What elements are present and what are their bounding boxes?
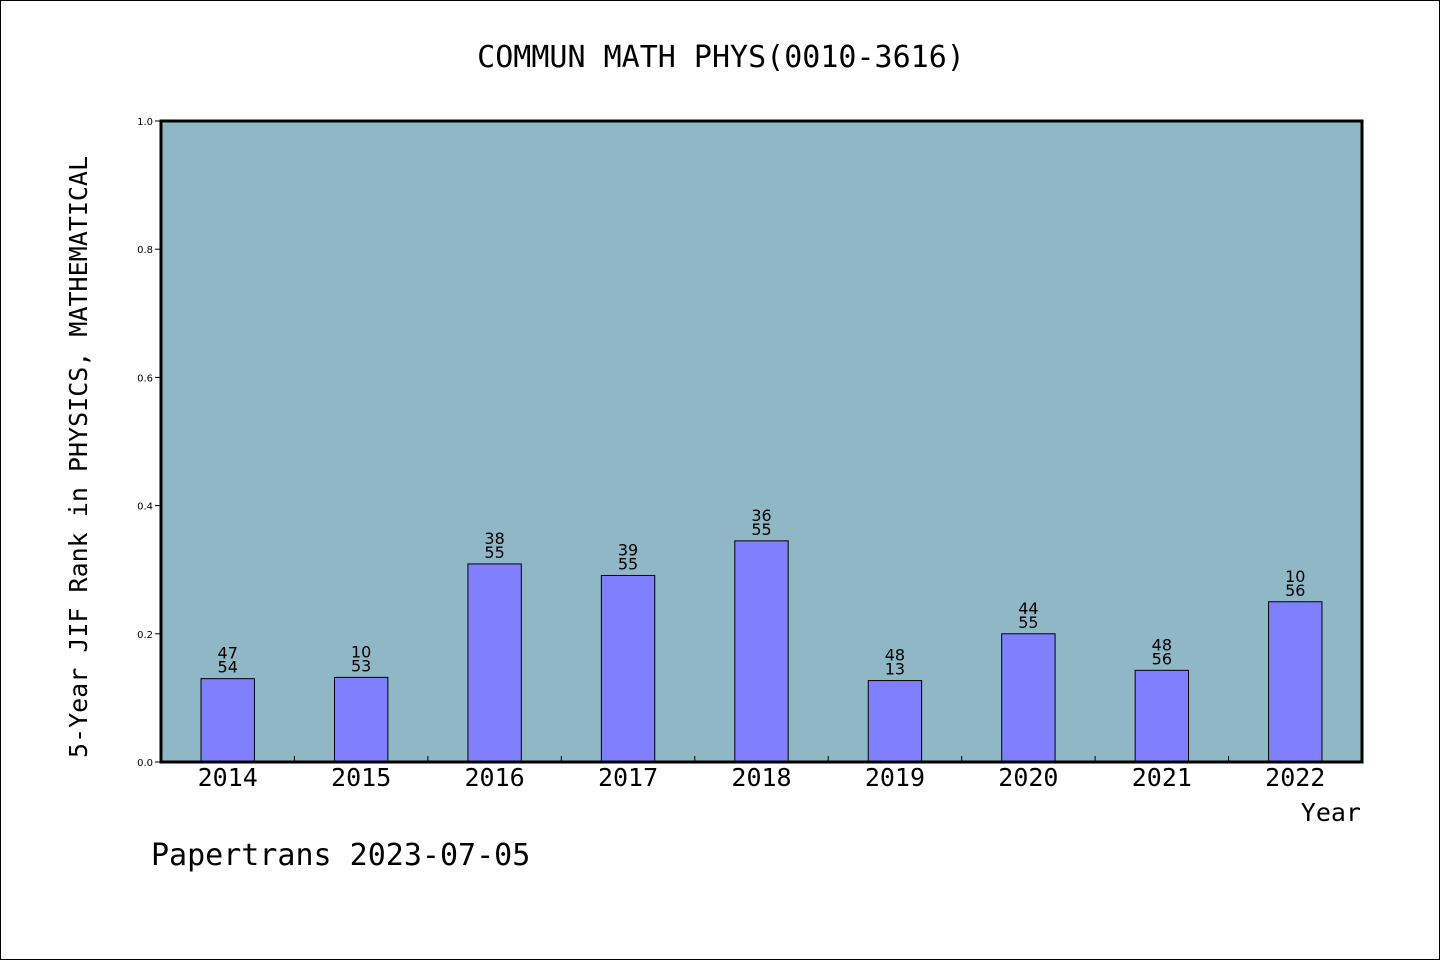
bar-label-top: 47 <box>218 644 238 663</box>
x-tick-label: 2017 <box>598 763 658 792</box>
x-tick-label: 2019 <box>865 763 925 792</box>
bar <box>867 680 923 763</box>
y-tick-label: 0.2 <box>137 630 153 641</box>
chart-title: COMMUN MATH PHYS(0010-3616) <box>477 40 965 75</box>
x-tick-label: 2015 <box>331 763 391 792</box>
bar <box>467 563 522 763</box>
bar-label-bottom: 56 <box>1152 649 1172 668</box>
bar-label-top: 48 <box>1152 635 1172 654</box>
bar-label-top: 48 <box>885 646 905 665</box>
bar <box>333 676 389 763</box>
y-tick-label: 0.4 <box>137 502 153 513</box>
bar-label-bottom: 54 <box>218 658 238 677</box>
x-tick-label: 2022 <box>1265 763 1325 792</box>
y-tick-label: 1.0 <box>137 117 153 128</box>
x-tick-label: 2020 <box>998 763 1058 792</box>
y-tick-label: 0.6 <box>137 373 153 384</box>
y-tick-label: 0.8 <box>137 245 153 256</box>
bar <box>734 540 789 763</box>
bar <box>600 574 656 763</box>
x-axis: 2014 2015 2016 2017 2018 2019 2020 2021 2022 <box>198 756 1325 792</box>
x-tick-label: 2018 <box>731 763 791 792</box>
plot-border <box>159 119 1364 764</box>
bar-label-top: 36 <box>751 506 771 525</box>
bar <box>200 678 255 763</box>
y-axis: 0.0 0.2 0.4 0.6 0.8 1.0 <box>137 117 161 769</box>
bar-label-bottom: 53 <box>351 656 371 675</box>
footer-credit: Papertrans 2023-07-05 <box>151 838 530 873</box>
x-tick-label: 2016 <box>465 763 525 792</box>
bar-label-top: 39 <box>618 540 638 559</box>
x-tick-label: 2021 <box>1132 763 1192 792</box>
bar-label-bottom: 13 <box>885 660 905 679</box>
x-tick-label: 2014 <box>198 763 258 792</box>
y-tick-label: 0.0 <box>137 758 153 769</box>
bar-label-top: 10 <box>1285 567 1305 586</box>
bar <box>1001 633 1056 763</box>
bar-label-top: 38 <box>484 529 504 548</box>
bar-label-bottom: 55 <box>751 520 771 539</box>
bar <box>1268 601 1323 763</box>
bars-group <box>200 540 1323 763</box>
bar-label-top: 10 <box>351 642 371 661</box>
bar-label-top: 44 <box>1018 599 1038 618</box>
y-axis-label: 5-Year JIF Rank in PHYSICS, MATHEMATICAL <box>64 156 93 758</box>
bar-label-bottom: 56 <box>1285 581 1305 600</box>
x-axis-label: Year <box>1301 798 1361 827</box>
bar-label-bottom: 55 <box>618 554 638 573</box>
bar <box>1134 669 1190 763</box>
bar-label-bottom: 55 <box>484 543 504 562</box>
bar-label-bottom: 55 <box>1018 613 1038 632</box>
